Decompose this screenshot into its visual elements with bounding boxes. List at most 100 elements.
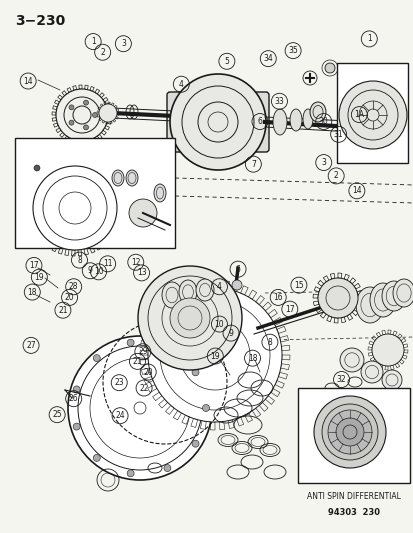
Circle shape [324,63,334,73]
Text: 14: 14 [351,187,361,195]
Text: 18: 18 [28,288,37,296]
Text: 15: 15 [293,281,303,289]
FancyBboxPatch shape [15,138,175,248]
Circle shape [370,136,374,141]
Circle shape [390,130,394,134]
Text: 6: 6 [257,117,262,126]
Text: 9: 9 [88,266,93,275]
Ellipse shape [289,109,301,131]
Ellipse shape [112,170,124,186]
Text: 1A: 1A [354,110,363,119]
Text: 21: 21 [133,357,142,366]
Text: 8: 8 [77,256,82,264]
Text: 33: 33 [274,97,284,106]
Text: 26: 26 [69,394,78,403]
Circle shape [327,410,371,454]
Circle shape [73,423,80,430]
Circle shape [127,470,134,477]
Text: 8: 8 [267,338,272,346]
Text: ANTI SPIN DIFFERENTIAL: ANTI SPIN DIFFERENTIAL [306,492,400,501]
Circle shape [360,361,382,383]
Ellipse shape [154,184,166,202]
Text: 4: 4 [178,80,183,88]
Text: 17: 17 [29,261,39,270]
Text: 3: 3 [320,158,325,167]
Ellipse shape [381,281,405,311]
Text: 20: 20 [64,293,74,302]
Ellipse shape [178,280,197,304]
Text: 2: 2 [333,172,338,180]
Circle shape [99,104,117,122]
Circle shape [370,124,374,127]
FancyBboxPatch shape [297,388,409,483]
Circle shape [381,370,401,390]
Text: 22: 22 [139,384,148,392]
Circle shape [69,120,74,125]
Circle shape [231,280,242,290]
Circle shape [317,278,357,318]
Text: 28: 28 [69,282,78,291]
Ellipse shape [355,287,383,323]
Text: 30: 30 [318,117,328,126]
Ellipse shape [126,170,138,186]
Text: 7: 7 [250,160,255,168]
Text: 10: 10 [93,268,103,276]
Text: 2: 2 [100,48,105,56]
Text: 1: 1 [90,37,95,46]
Text: 18: 18 [247,354,256,362]
Text: 16: 16 [273,293,282,302]
Text: 29: 29 [138,348,147,356]
Text: 21: 21 [58,306,67,314]
Text: 3: 3 [121,39,126,48]
Circle shape [127,339,134,346]
Circle shape [371,334,403,366]
Circle shape [92,112,97,117]
Text: 11: 11 [103,260,112,268]
Ellipse shape [392,279,413,307]
Circle shape [192,369,199,376]
FancyBboxPatch shape [336,63,407,163]
Text: 13: 13 [136,269,146,277]
Circle shape [382,141,387,144]
Circle shape [192,440,199,447]
Text: 9: 9 [228,329,233,337]
Circle shape [335,418,363,446]
Circle shape [33,166,117,250]
Circle shape [313,396,385,468]
Circle shape [147,288,281,422]
Text: 27: 27 [26,341,36,350]
Ellipse shape [309,102,325,122]
Circle shape [164,465,171,472]
Circle shape [93,354,100,361]
Circle shape [83,125,88,130]
Text: 23: 23 [114,378,124,387]
Circle shape [73,386,80,393]
Text: 24: 24 [115,411,125,420]
FancyBboxPatch shape [166,92,268,152]
Text: 31: 31 [333,130,343,139]
Text: 19: 19 [34,273,44,281]
Text: 5: 5 [224,57,229,66]
Text: 35: 35 [287,46,297,55]
Text: 32: 32 [336,375,346,384]
Ellipse shape [369,283,395,317]
Circle shape [359,110,403,154]
Ellipse shape [272,109,286,135]
Text: 14: 14 [23,77,33,85]
Circle shape [138,266,242,370]
Circle shape [164,344,171,351]
Ellipse shape [161,282,182,308]
Circle shape [170,74,266,170]
Circle shape [69,105,74,110]
Text: 4: 4 [216,282,221,291]
Circle shape [382,119,387,124]
Text: 19: 19 [210,352,220,360]
Circle shape [83,100,88,105]
Circle shape [56,89,108,141]
Circle shape [170,298,209,338]
Circle shape [34,165,40,171]
Text: 34: 34 [263,54,273,63]
Circle shape [321,404,377,460]
Text: 20: 20 [143,368,153,376]
Circle shape [202,405,209,411]
